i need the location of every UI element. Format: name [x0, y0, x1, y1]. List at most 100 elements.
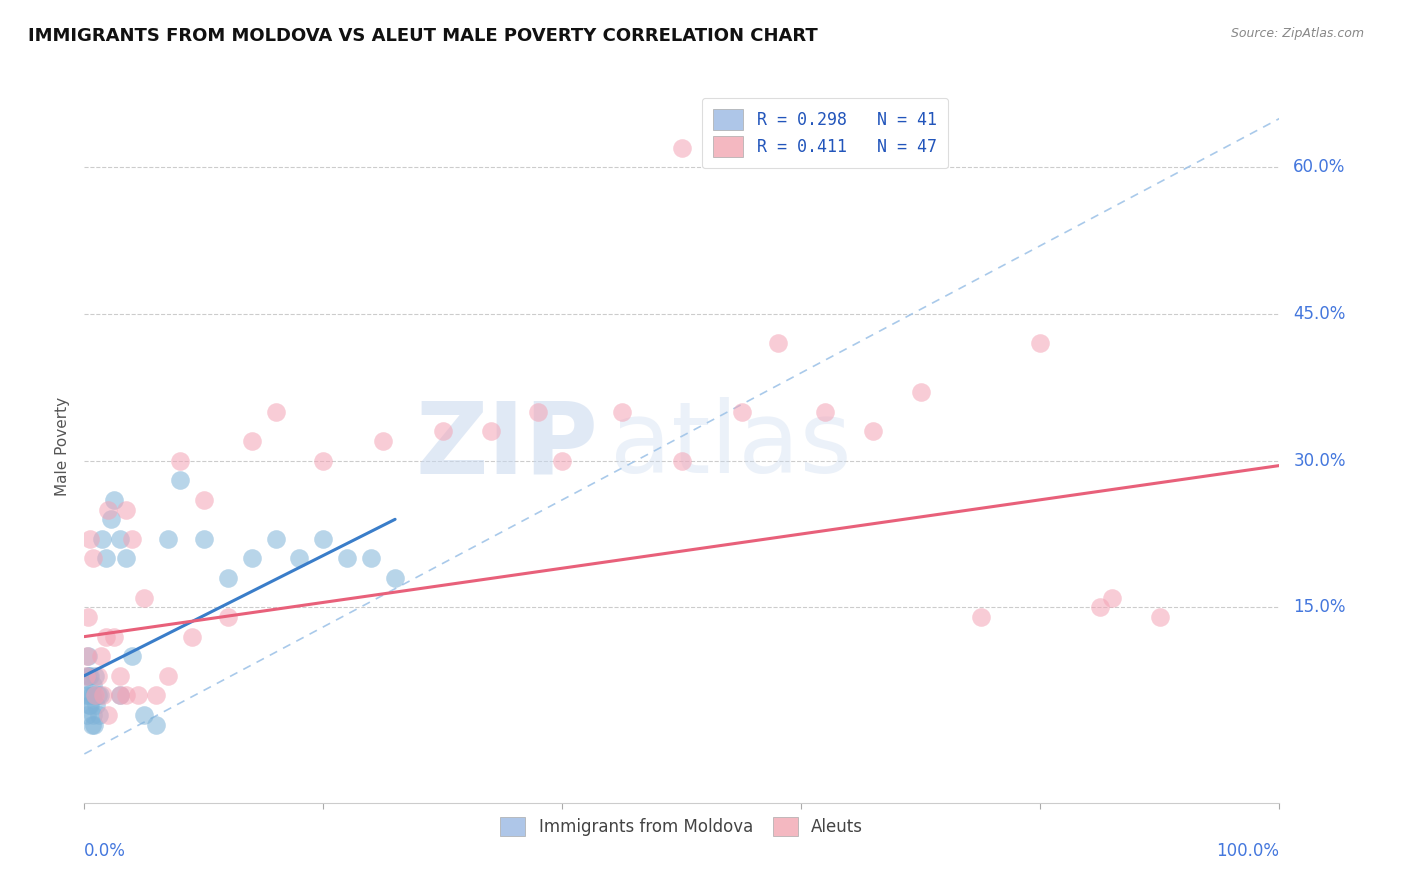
Point [671, 453, 693, 467]
Point [103, 492, 125, 507]
Point [75, 688, 97, 702]
Point [121, 532, 143, 546]
Point [82, 707, 104, 722]
Point [110, 532, 132, 546]
Point [1090, 600, 1112, 615]
Point [77, 698, 100, 712]
Point [1101, 591, 1123, 605]
Point [84, 669, 107, 683]
Point [264, 405, 287, 419]
Point [77, 610, 100, 624]
Y-axis label: Male Poverty: Male Poverty [55, 396, 70, 496]
Point [145, 688, 167, 702]
Point [97, 502, 120, 516]
Point [181, 630, 204, 644]
Point [79, 698, 101, 712]
Point [766, 336, 789, 351]
Point [83, 717, 105, 731]
Point [612, 405, 634, 419]
Point [94, 551, 117, 566]
Point [93, 688, 115, 702]
Text: 15.0%: 15.0% [1294, 599, 1346, 616]
Point [157, 669, 180, 683]
Text: 0.0%: 0.0% [84, 842, 127, 860]
Point [217, 571, 239, 585]
Point [731, 405, 754, 419]
Point [110, 688, 132, 702]
Point [312, 453, 335, 467]
Point [100, 512, 122, 526]
Point [79, 532, 101, 546]
Point [240, 551, 263, 566]
Text: 100.0%: 100.0% [1216, 842, 1279, 860]
Text: ZIP: ZIP [415, 398, 599, 494]
Point [910, 385, 932, 400]
Point [77, 649, 100, 664]
Text: 45.0%: 45.0% [1294, 305, 1346, 323]
Point [157, 532, 180, 546]
Point [115, 551, 138, 566]
Point [86, 688, 108, 702]
Point [121, 649, 143, 664]
Text: atlas: atlas [610, 398, 852, 494]
Point [970, 610, 993, 624]
Text: 30.0%: 30.0% [1294, 451, 1346, 470]
Point [862, 425, 884, 439]
Point [814, 405, 837, 419]
Point [76, 707, 98, 722]
Point [193, 492, 215, 507]
Point [312, 532, 335, 546]
Point [169, 453, 191, 467]
Point [479, 425, 502, 439]
Text: IMMIGRANTS FROM MOLDOVA VS ALEUT MALE POVERTY CORRELATION CHART: IMMIGRANTS FROM MOLDOVA VS ALEUT MALE PO… [28, 27, 818, 45]
Point [89, 688, 111, 702]
Point [76, 669, 98, 683]
Point [110, 688, 132, 702]
Point [240, 434, 263, 449]
Legend: Immigrants from Moldova, Aleuts: Immigrants from Moldova, Aleuts [492, 808, 872, 845]
Point [77, 688, 100, 702]
Point [110, 669, 132, 683]
Point [82, 678, 104, 692]
Point [1149, 610, 1171, 624]
Point [193, 532, 215, 546]
Point [145, 717, 167, 731]
Point [373, 434, 395, 449]
Point [97, 707, 120, 722]
Point [86, 669, 108, 683]
Point [360, 551, 382, 566]
Point [551, 453, 574, 467]
Point [90, 649, 112, 664]
Point [288, 551, 311, 566]
Point [115, 502, 138, 516]
Point [83, 688, 105, 702]
Point [75, 669, 97, 683]
Point [76, 649, 98, 664]
Point [80, 688, 103, 702]
Point [432, 425, 454, 439]
Point [115, 688, 138, 702]
Point [91, 532, 114, 546]
Point [103, 630, 125, 644]
Point [336, 551, 359, 566]
Point [384, 571, 406, 585]
Point [217, 610, 239, 624]
Point [82, 551, 104, 566]
Point [94, 630, 117, 644]
Point [132, 707, 156, 722]
Point [169, 473, 191, 487]
Point [84, 688, 107, 702]
Text: Source: ZipAtlas.com: Source: ZipAtlas.com [1230, 27, 1364, 40]
Point [77, 669, 100, 683]
Point [264, 532, 287, 546]
Point [87, 707, 110, 722]
Point [79, 669, 101, 683]
Point [86, 698, 108, 712]
Text: 60.0%: 60.0% [1294, 159, 1346, 177]
Point [671, 141, 693, 155]
Point [1029, 336, 1052, 351]
Point [132, 591, 156, 605]
Point [80, 717, 103, 731]
Point [527, 405, 550, 419]
Point [127, 688, 149, 702]
